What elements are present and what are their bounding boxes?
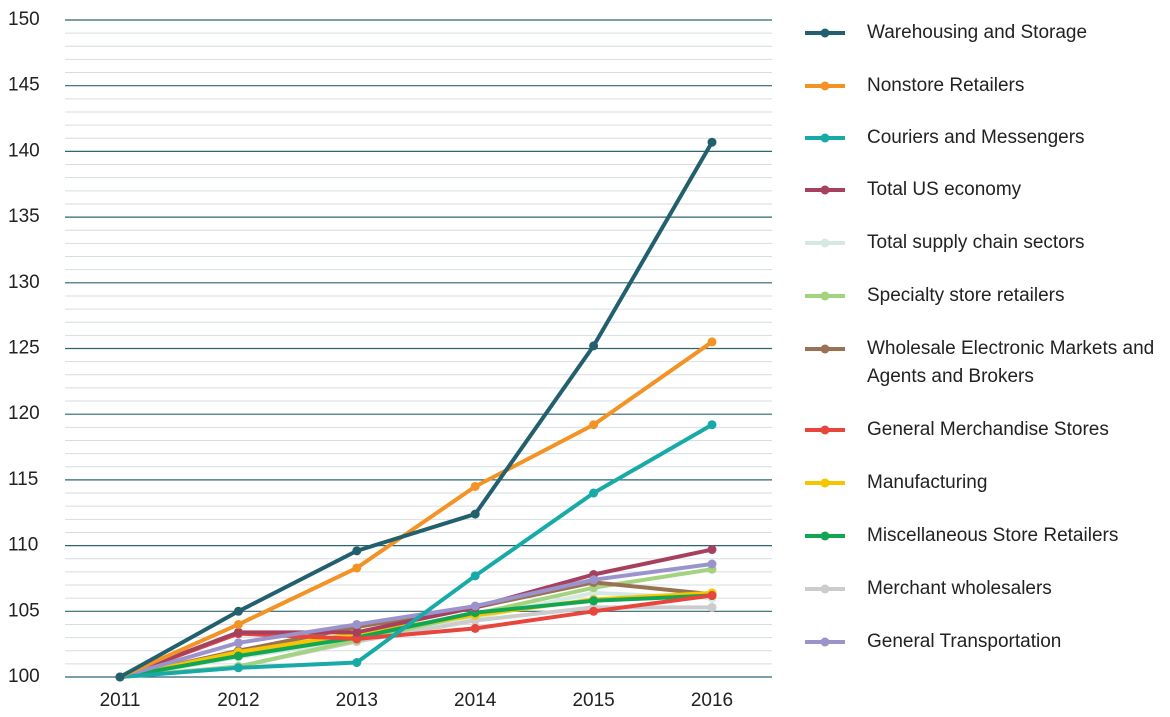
series-point: [470, 481, 480, 491]
series-point: [707, 337, 717, 347]
legend-dot: [820, 238, 830, 248]
legend-label: Manufacturing: [867, 472, 988, 493]
series-point: [707, 420, 717, 430]
legend-label: Total US economy: [867, 179, 1022, 200]
x-tick-label: 2012: [217, 690, 259, 711]
legend-label: Total supply chain sectors: [867, 232, 1085, 253]
series-point: [352, 627, 362, 637]
series-line: [119, 593, 713, 679]
legend-dot: [820, 291, 830, 301]
y-tick-label: 120: [8, 403, 40, 424]
series-point: [470, 623, 480, 633]
legend-dot: [820, 81, 830, 91]
series-point: [233, 627, 243, 637]
series-point: [589, 596, 599, 606]
series-point: [470, 601, 480, 611]
y-tick-label: 135: [8, 206, 40, 227]
legend-label: Nonstore Retailers: [867, 75, 1025, 96]
legend-dot: [820, 478, 830, 488]
legend-dot: [820, 133, 830, 143]
legend-label: Miscellaneous Store Retailers: [867, 525, 1119, 546]
x-tick-label: 2016: [691, 690, 733, 711]
series-line: [119, 422, 713, 679]
y-tick-label: 125: [8, 338, 40, 359]
legend-dot: [820, 531, 830, 541]
series-point: [352, 546, 362, 556]
series-point: [589, 420, 599, 430]
series-point: [589, 575, 599, 585]
y-tick-label: 150: [8, 9, 40, 30]
series-line: [119, 562, 713, 679]
y-tick-label: 110: [8, 535, 38, 556]
legend-label: Couriers and Messengers: [867, 127, 1085, 148]
series-point: [233, 651, 243, 661]
series-point: [233, 663, 243, 673]
series-point: [707, 602, 717, 612]
series-point: [233, 619, 243, 629]
series-point: [707, 559, 717, 569]
x-tick-label: 2015: [572, 690, 614, 711]
series-point: [470, 509, 480, 519]
series-point: [470, 571, 480, 581]
series-point: [589, 488, 599, 498]
series-point: [589, 341, 599, 351]
y-tick-label: 140: [8, 140, 40, 161]
series-point: [115, 672, 125, 682]
legend-label: Wholesale Electronic Markets and Agents …: [867, 338, 1155, 387]
y-tick-label: 115: [8, 469, 38, 490]
legend-label: General Merchandise Stores: [867, 419, 1109, 440]
series-point: [233, 638, 243, 648]
series-line: [119, 340, 714, 679]
series-point: [352, 658, 362, 668]
y-tick-label: 100: [8, 666, 40, 687]
y-tick-label: 130: [8, 272, 40, 293]
y-tick-label: 145: [8, 75, 40, 96]
legend-dot: [820, 344, 830, 354]
legend-label: Warehousing and Storage: [867, 22, 1088, 43]
series-point: [707, 591, 717, 601]
legend-dot: [820, 637, 830, 647]
legend-dot: [820, 425, 830, 435]
series-point: [707, 545, 717, 555]
series-point: [589, 606, 599, 616]
legend-dot: [820, 584, 830, 594]
legend-label: Merchant wholesalers: [867, 578, 1052, 599]
series-point: [707, 137, 717, 147]
y-tick-label: 105: [8, 600, 40, 621]
series-point: [233, 606, 243, 616]
x-tick-label: 2013: [336, 690, 378, 711]
legend-label: Specialty store retailers: [867, 285, 1065, 306]
legend-dot: [820, 185, 830, 195]
series-point: [352, 619, 362, 629]
series-line: [119, 141, 714, 679]
legend-dot: [820, 28, 830, 38]
x-tick-label: 2011: [100, 690, 141, 711]
series-point: [352, 634, 362, 644]
x-tick-label: 2014: [454, 690, 497, 711]
series-point: [352, 563, 362, 573]
legend-label: General Transportation: [867, 631, 1062, 652]
